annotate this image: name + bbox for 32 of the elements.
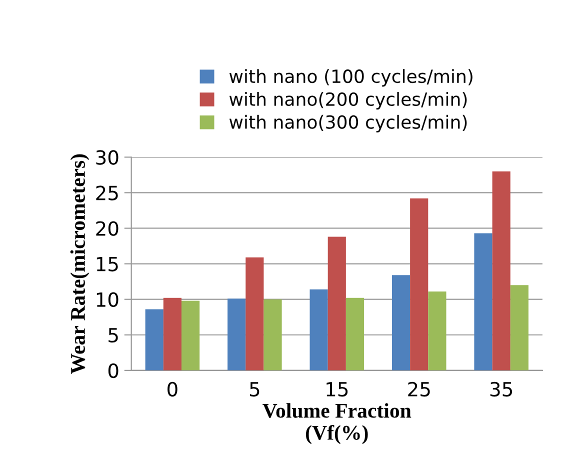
bar: [181, 300, 200, 370]
bar: [346, 298, 364, 370]
bar: [510, 285, 528, 370]
x-tick-label: 15: [326, 382, 348, 397]
y-axis-title: Wear Rate(micrometers): [70, 154, 90, 374]
y-tick-label: 0: [108, 363, 118, 378]
y-tick-label: 20: [96, 221, 118, 236]
bar: [492, 171, 510, 370]
y-tick-label: 10: [96, 292, 118, 307]
x-tick-label: 5: [250, 382, 260, 397]
x-tick-label: 25: [408, 382, 430, 397]
y-tick-label: 15: [96, 257, 118, 272]
bar: [145, 309, 164, 370]
bar: [228, 298, 246, 370]
bar: [428, 292, 446, 370]
x-axis-title: Volume Fraction (Vf(%): [262, 403, 412, 444]
bar: [328, 236, 346, 370]
y-tick-label: 30: [96, 150, 118, 165]
x-tick-label: 0: [168, 382, 178, 397]
bar: [410, 198, 428, 370]
legend-label: with nano(300 cycles/min): [229, 114, 467, 132]
legend-label: with nano (100 cycles/min): [229, 69, 472, 87]
y-tick-label: 5: [108, 328, 118, 343]
bar: [310, 289, 328, 370]
bar: [392, 275, 410, 370]
legend-label: with nano(200 cycles/min): [229, 92, 467, 110]
x-tick-label: 35: [490, 382, 512, 397]
bar: [163, 298, 182, 370]
bar: [474, 233, 492, 370]
y-tick-label: 25: [96, 186, 118, 200]
bar: [264, 299, 282, 370]
bar: [246, 257, 264, 370]
